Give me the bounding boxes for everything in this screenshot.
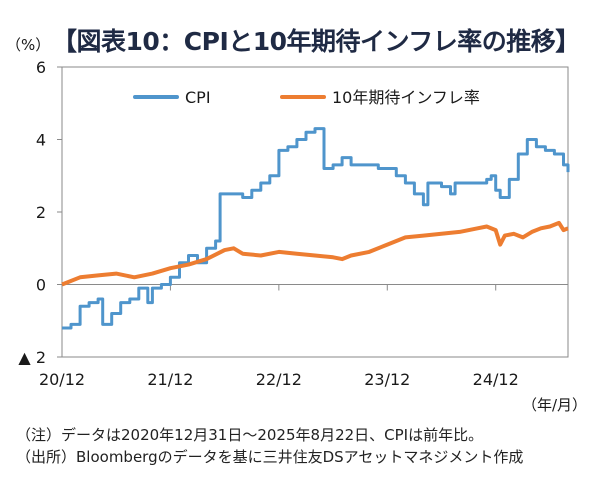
plot-frame (61, 66, 569, 358)
source-line: （出所）Bloombergのデータを基に三井住友DSアセットマネジメント作成 (16, 448, 524, 466)
y-axis-unit: （%） (6, 36, 51, 54)
x-tick-label: 23/12 (364, 370, 410, 389)
x-tick-label: 20/12 (39, 370, 85, 389)
note-line: （注）データは2020年12月31日～2025年8月22日、CPIは前年比。 (16, 426, 484, 444)
y-tick-label: 6 (36, 58, 46, 77)
y-tick-label: 2 (36, 203, 46, 222)
x-tick-label: 22/12 (256, 370, 302, 389)
y-tick-label: 0 (36, 276, 46, 295)
y-tick-label: ▲ 2 (18, 348, 46, 367)
y-tick-label: 4 (36, 131, 46, 150)
legend-label: CPI (185, 88, 211, 107)
x-axis-unit: （年/月） (522, 396, 588, 414)
x-tick-label: 21/12 (147, 370, 193, 389)
chart-title: 【図表10：CPIと10年期待インフレ率の推移】 (52, 27, 580, 56)
series-line-breakeven (61, 220, 569, 287)
x-tick-label: 24/12 (473, 370, 519, 389)
series-line-cpi (62, 127, 570, 330)
legend-label: 10年期待インフレ率 (332, 88, 480, 107)
